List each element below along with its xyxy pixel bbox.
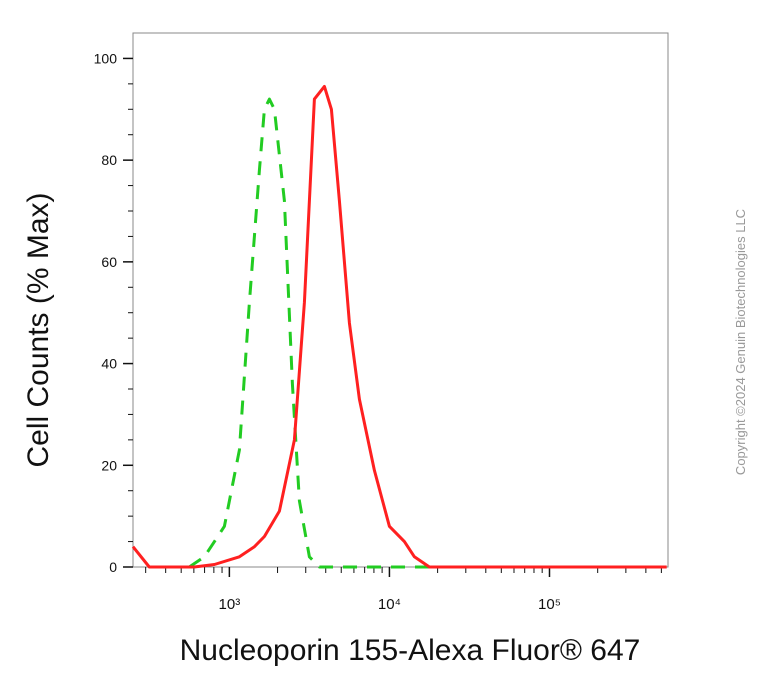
x-tick-label: 10⁴ [378, 596, 401, 613]
y-tick-label: 20 [101, 457, 117, 473]
y-tick-label: 100 [94, 50, 118, 66]
x-axis-label: Nucleoporin 155-Alexa Fluor® 647 [180, 634, 641, 667]
y-tick-label: 40 [101, 356, 117, 372]
series-line [131, 84, 667, 569]
x-tick-label: 10⁵ [538, 596, 561, 613]
y-tick-label: 80 [101, 152, 117, 168]
watermark: Copyright ©2024 Genuin Biotechnologies L… [733, 209, 748, 475]
plot-frame [132, 32, 669, 568]
y-axis-label: Cell Counts (% Max) [22, 192, 55, 467]
y-tick-label: 0 [109, 559, 117, 575]
x-tick-label: 10³ [219, 596, 241, 613]
y-tick-label: 60 [101, 254, 117, 270]
series-line [188, 97, 480, 569]
